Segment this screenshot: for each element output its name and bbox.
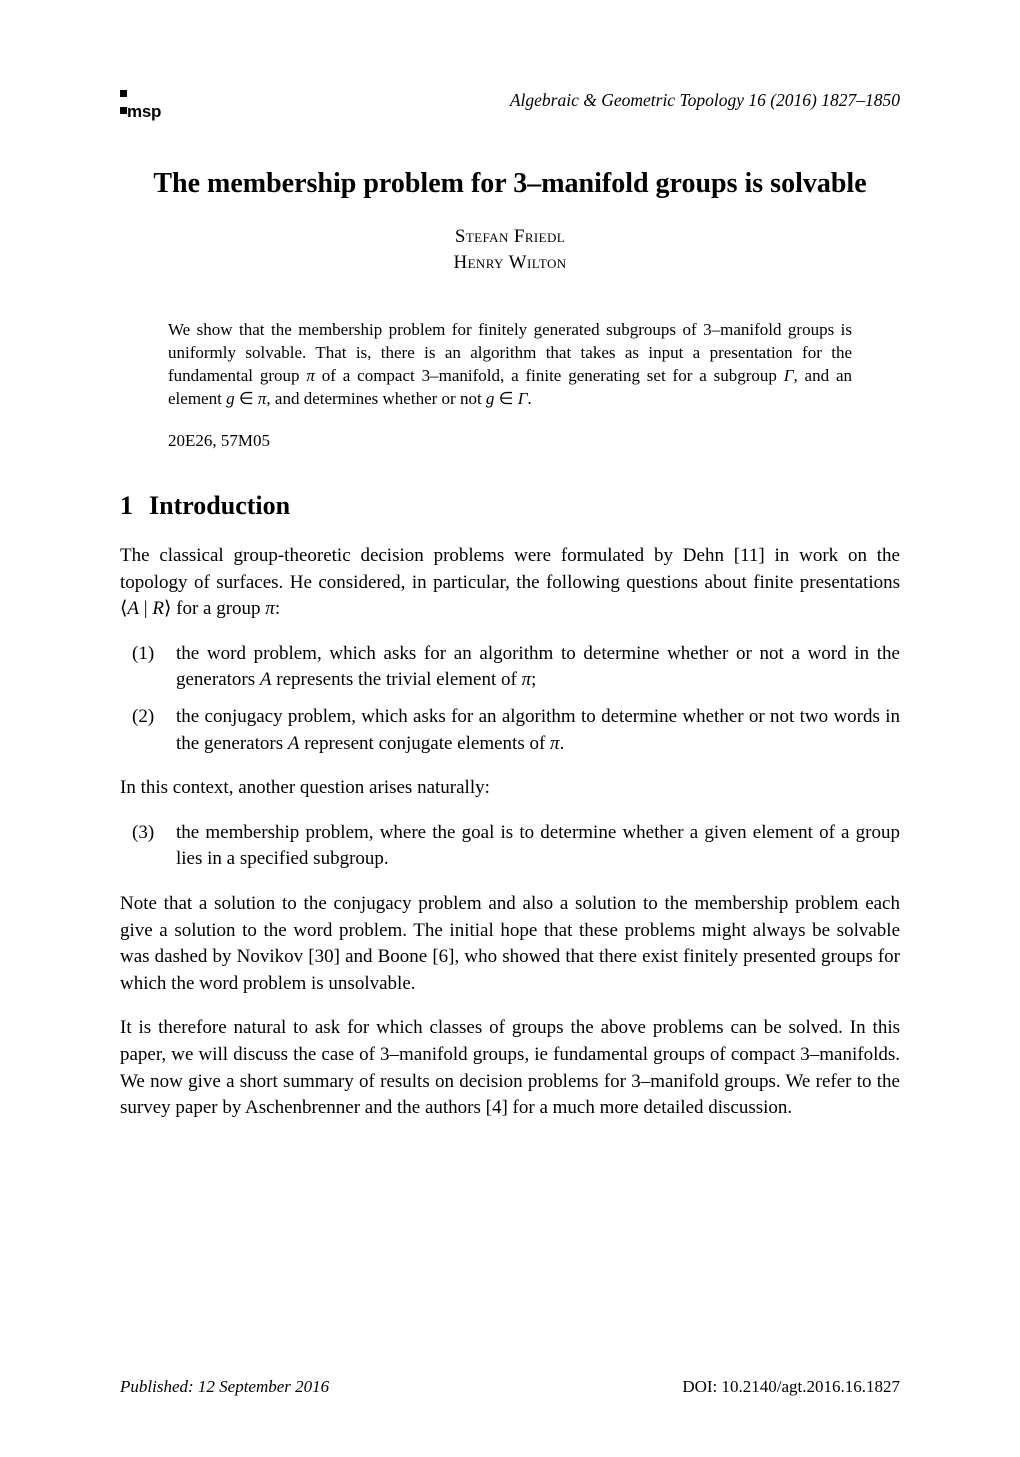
item-number: (3): [132, 820, 154, 847]
enumerated-list: (1) the word problem, which asks for an …: [120, 641, 900, 757]
publisher-logo: msp: [120, 90, 166, 120]
item-text: the membership problem, where the goal i…: [176, 822, 900, 870]
footer: Published: 12 September 2016 DOI: 10.214…: [120, 1377, 900, 1397]
list-item: (3) the membership problem, where the go…: [176, 820, 900, 873]
header-row: msp Algebraic & Geometric Topology 16 (2…: [120, 90, 900, 120]
paragraph: Note that a solution to the conjugacy pr…: [120, 891, 900, 997]
paper-title: The membership problem for 3–manifold gr…: [120, 168, 900, 200]
item-number: (2): [132, 704, 154, 731]
section-title: Introduction: [149, 491, 290, 520]
author-name: Henry Wilton: [120, 250, 900, 276]
paragraph: In this context, another question arises…: [120, 775, 900, 802]
logo-text: msp: [127, 102, 161, 122]
logo-square-top: [120, 90, 127, 97]
section-heading: 1 Introduction: [120, 491, 900, 521]
paragraph: The classical group-theoretic decision p…: [120, 543, 900, 623]
doi: DOI: 10.2140/agt.2016.16.1827: [682, 1377, 900, 1397]
published-date: Published: 12 September 2016: [120, 1377, 329, 1397]
msc-classification: 20E26, 57M05: [168, 431, 852, 451]
authors-block: Stefan Friedl Henry Wilton: [120, 224, 900, 275]
journal-reference: Algebraic & Geometric Topology 16 (2016)…: [510, 90, 900, 111]
section-number: 1: [120, 491, 133, 521]
list-item: (2) the conjugacy problem, which asks fo…: [176, 704, 900, 757]
item-number: (1): [132, 641, 154, 668]
author-name: Stefan Friedl: [120, 224, 900, 250]
list-item: (1) the word problem, which asks for an …: [176, 641, 900, 694]
abstract: We show that the membership problem for …: [168, 319, 852, 411]
paragraph: It is therefore natural to ask for which…: [120, 1015, 900, 1121]
logo-square-bottom: [120, 107, 127, 114]
enumerated-list: (3) the membership problem, where the go…: [120, 820, 900, 873]
